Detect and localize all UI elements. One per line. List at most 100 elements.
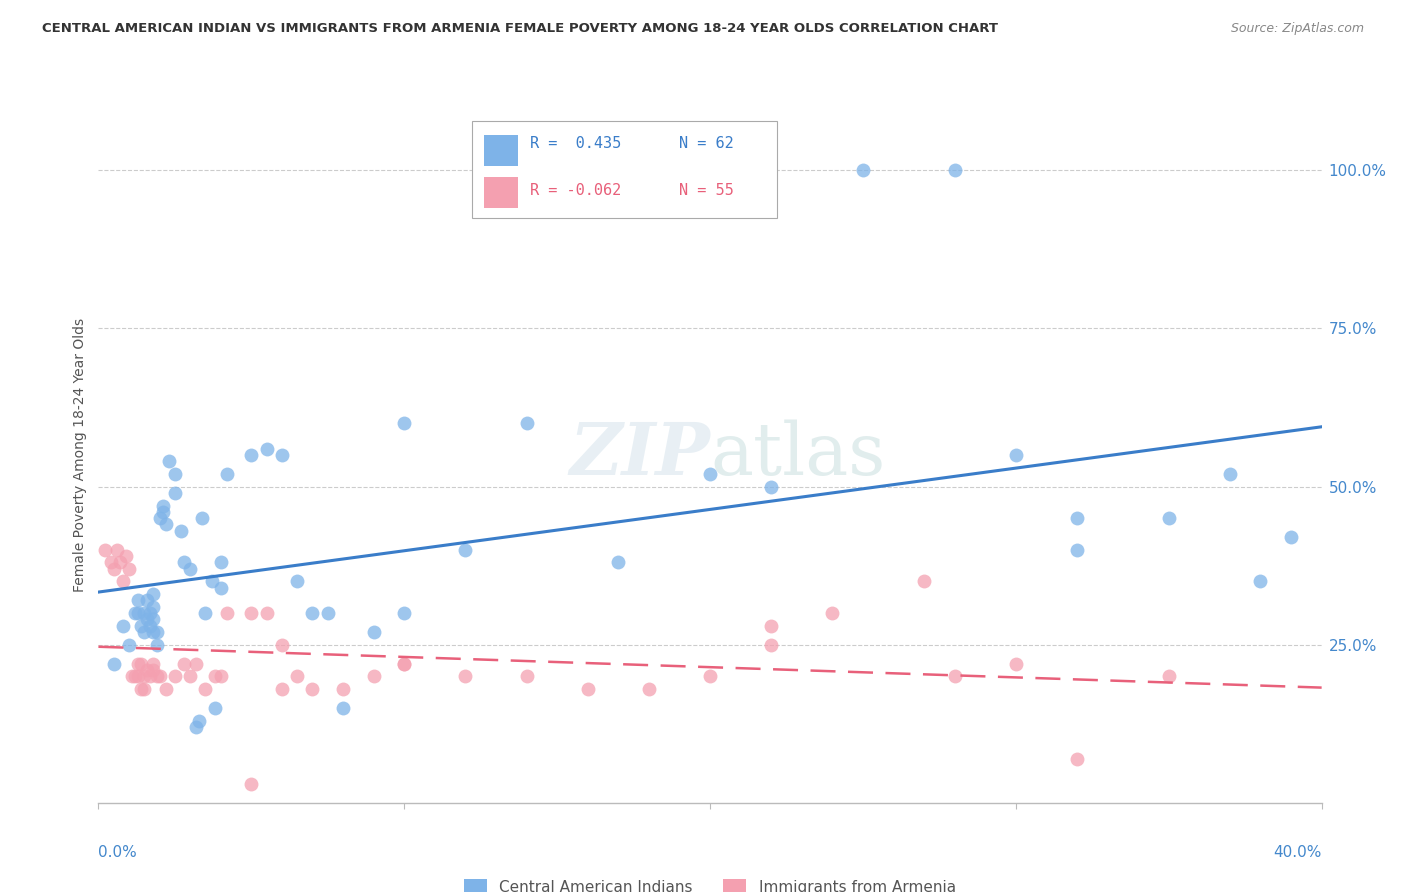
Point — [209, 669, 232, 683]
Point — [270, 448, 292, 462]
Point — [179, 562, 201, 576]
Point — [194, 681, 217, 696]
Point — [115, 549, 138, 563]
Point — [136, 663, 159, 677]
Point — [209, 556, 232, 570]
Point — [1279, 530, 1302, 544]
Point — [699, 669, 721, 683]
Point — [134, 625, 156, 640]
Point — [392, 657, 416, 671]
Text: N = 62: N = 62 — [679, 136, 734, 151]
FancyBboxPatch shape — [471, 121, 778, 219]
Point — [188, 714, 211, 728]
Point — [1249, 574, 1271, 589]
Point — [108, 556, 131, 570]
Point — [759, 479, 782, 493]
Point — [163, 486, 186, 500]
Point — [105, 542, 128, 557]
Point — [149, 511, 172, 525]
Point — [943, 669, 966, 683]
Point — [157, 454, 180, 468]
Point — [139, 618, 162, 632]
Point — [1066, 511, 1088, 525]
Point — [100, 556, 122, 570]
Point — [1157, 669, 1180, 683]
Point — [139, 606, 162, 620]
Point — [145, 625, 167, 640]
Point — [270, 681, 292, 696]
Point — [93, 542, 115, 557]
Text: R = -0.062: R = -0.062 — [530, 183, 621, 198]
Point — [454, 669, 477, 683]
Point — [215, 467, 238, 481]
Point — [155, 517, 177, 532]
Point — [285, 669, 308, 683]
Point — [240, 606, 263, 620]
Text: Source: ZipAtlas.com: Source: ZipAtlas.com — [1230, 22, 1364, 36]
Point — [1219, 467, 1241, 481]
Point — [204, 669, 226, 683]
Point — [912, 574, 935, 589]
Point — [209, 581, 232, 595]
Point — [173, 556, 195, 570]
Text: R =  0.435: R = 0.435 — [530, 136, 621, 151]
Point — [142, 612, 165, 626]
Point — [163, 669, 186, 683]
Point — [121, 669, 143, 683]
Point — [103, 657, 125, 671]
Text: CENTRAL AMERICAN INDIAN VS IMMIGRANTS FROM ARMENIA FEMALE POVERTY AMONG 18-24 YE: CENTRAL AMERICAN INDIAN VS IMMIGRANTS FR… — [42, 22, 998, 36]
Point — [454, 542, 477, 557]
Point — [1066, 542, 1088, 557]
Point — [170, 524, 193, 538]
Point — [163, 467, 186, 481]
Point — [240, 777, 263, 791]
Point — [332, 701, 354, 715]
Point — [1004, 657, 1026, 671]
Point — [142, 587, 165, 601]
FancyBboxPatch shape — [484, 177, 517, 208]
Text: atlas: atlas — [710, 419, 886, 491]
Point — [821, 606, 844, 620]
Text: 0.0%: 0.0% — [98, 845, 138, 860]
Point — [576, 681, 599, 696]
Text: ZIP: ZIP — [569, 419, 710, 491]
Point — [186, 657, 208, 671]
Point — [316, 606, 339, 620]
Point — [127, 593, 149, 607]
Point — [111, 574, 134, 589]
Point — [516, 417, 538, 431]
Point — [142, 657, 165, 671]
Text: 40.0%: 40.0% — [1274, 845, 1322, 860]
Point — [186, 720, 208, 734]
Point — [1066, 751, 1088, 765]
Point — [127, 606, 149, 620]
Point — [152, 499, 174, 513]
Point — [301, 606, 323, 620]
Point — [152, 505, 174, 519]
Point — [392, 417, 416, 431]
Point — [392, 606, 416, 620]
Point — [155, 681, 177, 696]
Point — [118, 562, 141, 576]
Point — [134, 681, 156, 696]
Point — [139, 669, 162, 683]
Point — [124, 669, 146, 683]
Point — [134, 669, 156, 683]
Text: N = 55: N = 55 — [679, 183, 734, 198]
Point — [392, 657, 416, 671]
Point — [270, 638, 292, 652]
Point — [103, 562, 125, 576]
Point — [173, 657, 195, 671]
Point — [129, 657, 152, 671]
Point — [759, 618, 782, 632]
Point — [516, 669, 538, 683]
Point — [285, 574, 308, 589]
Legend: Central American Indians, Immigrants from Armenia: Central American Indians, Immigrants fro… — [458, 873, 962, 892]
Y-axis label: Female Poverty Among 18-24 Year Olds: Female Poverty Among 18-24 Year Olds — [73, 318, 87, 592]
Point — [215, 606, 238, 620]
Point — [332, 681, 354, 696]
FancyBboxPatch shape — [484, 135, 517, 166]
Point — [363, 625, 385, 640]
Point — [194, 606, 217, 620]
Point — [637, 681, 661, 696]
